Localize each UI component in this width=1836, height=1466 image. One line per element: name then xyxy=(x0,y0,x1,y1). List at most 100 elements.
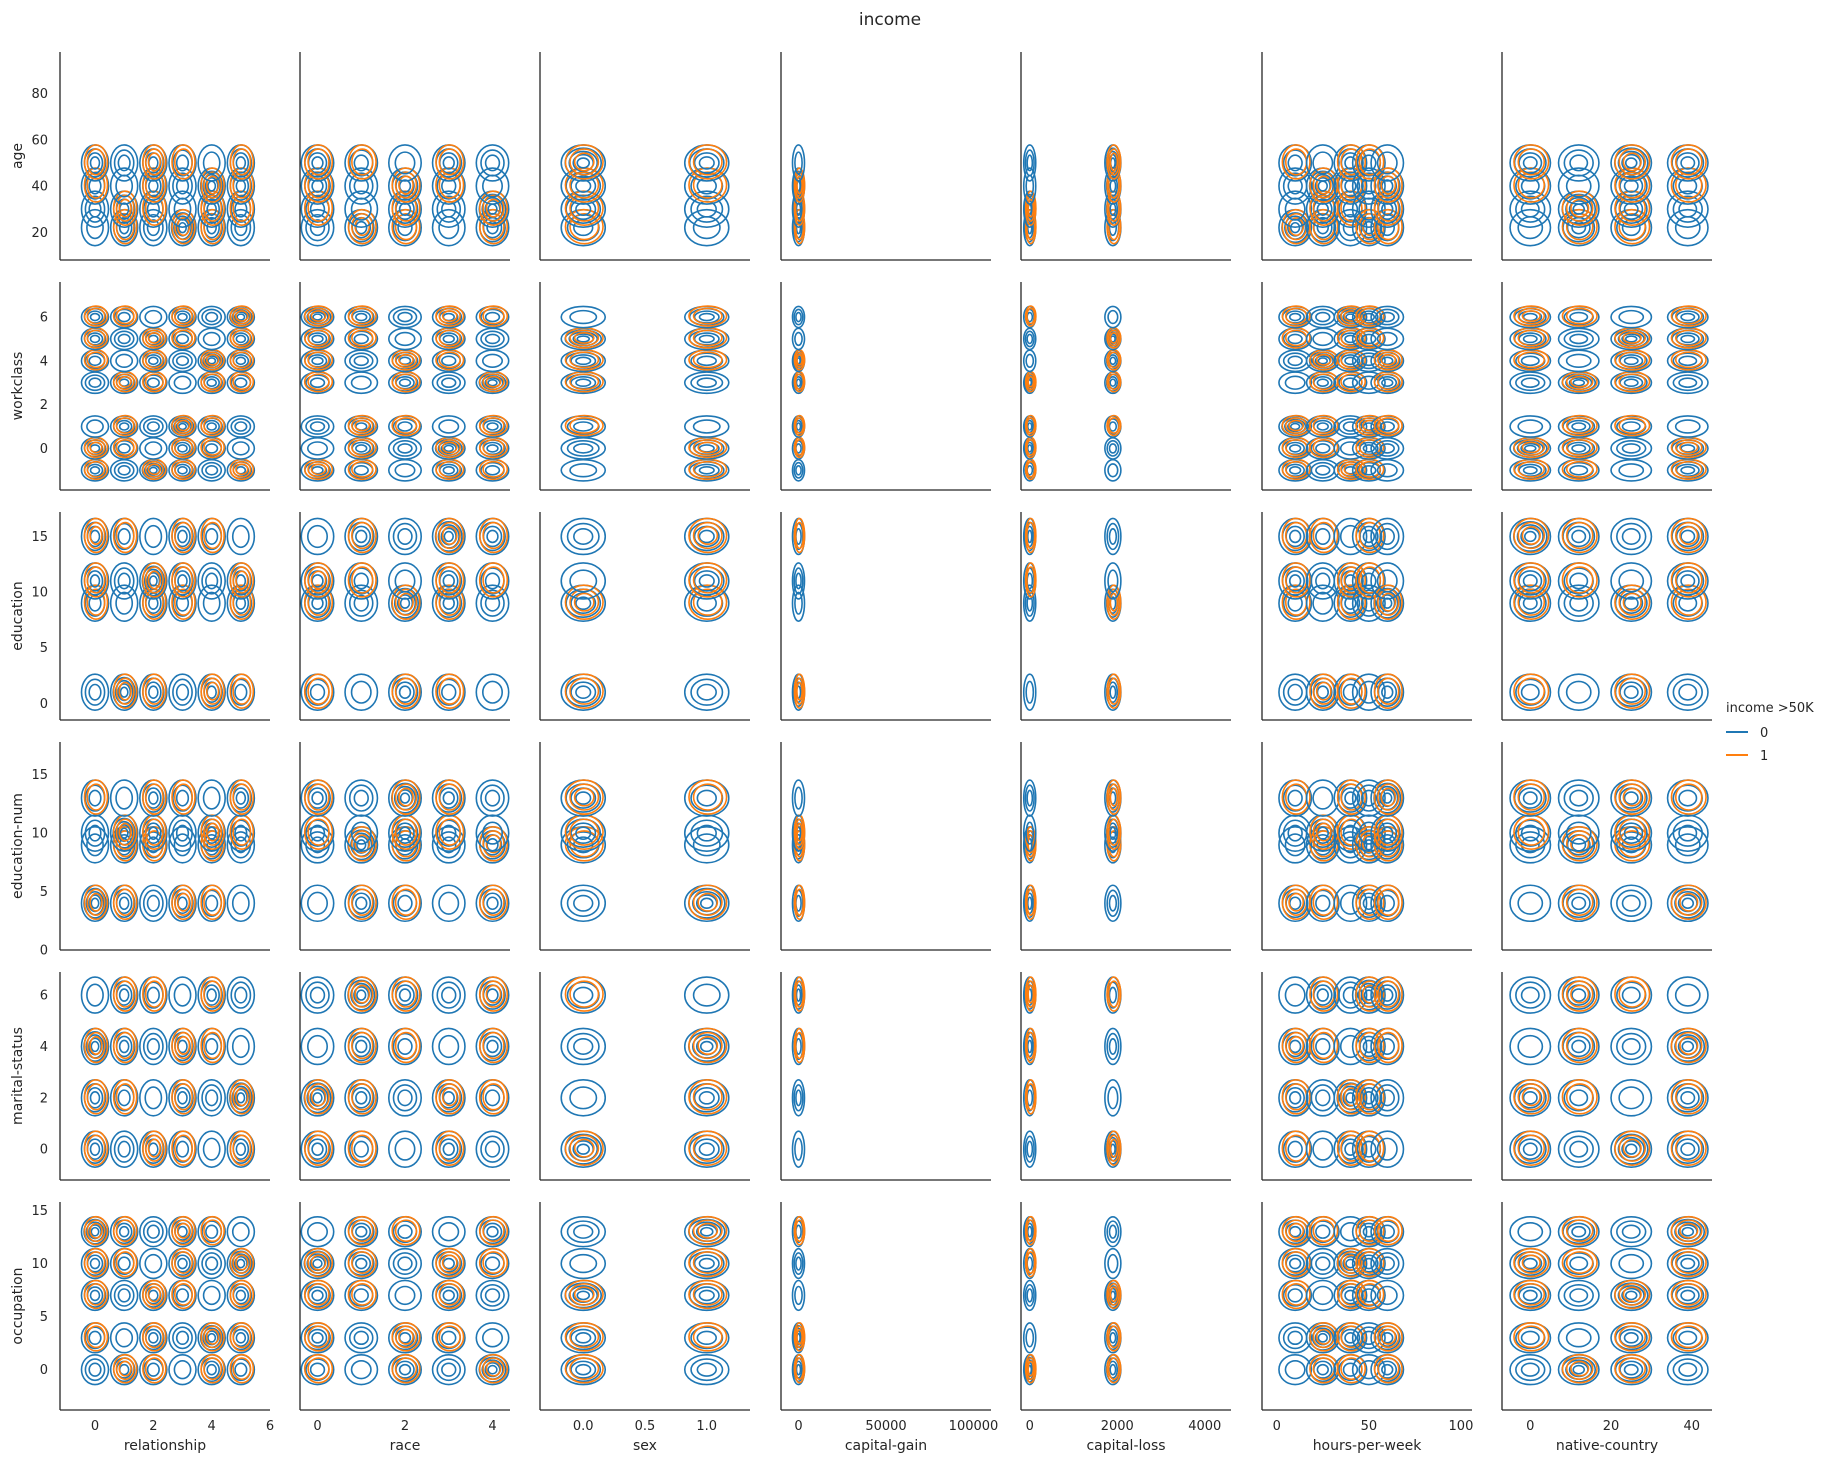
contour-1 xyxy=(174,588,194,616)
contour-0 xyxy=(1522,465,1538,475)
panel-workclass-vs-sex xyxy=(539,282,750,491)
contour-1 xyxy=(171,144,196,180)
contour-1 xyxy=(1565,521,1594,550)
contour-0 xyxy=(1376,1137,1398,1161)
contour-1 xyxy=(1377,1219,1400,1243)
contour-0 xyxy=(1370,1279,1405,1312)
contour-0 xyxy=(1571,896,1587,911)
contour-0 xyxy=(475,584,510,623)
contour-0 xyxy=(1618,309,1645,325)
contour-0 xyxy=(793,308,804,326)
contour-0 xyxy=(1351,673,1386,711)
contour-0 xyxy=(90,1226,100,1237)
contour-0 xyxy=(1382,792,1393,804)
contour-1 xyxy=(1561,517,1598,554)
panel-grid: 20406080age0246workclass051015education0… xyxy=(10,52,1712,1454)
contour-0 xyxy=(441,1330,457,1346)
contour-0 xyxy=(1520,355,1540,367)
contour-0 xyxy=(1278,976,1313,1014)
contour-0 xyxy=(1351,1353,1386,1386)
contour-0 xyxy=(236,313,246,321)
y-tick-label: 6 xyxy=(40,311,48,326)
contour-0 xyxy=(795,378,802,388)
contour-1 xyxy=(351,212,374,241)
contour-1 xyxy=(351,830,374,858)
contour-1 xyxy=(478,1027,509,1064)
contour-1 xyxy=(1373,976,1403,1012)
contour-1 xyxy=(1377,417,1400,434)
contour-0 xyxy=(207,357,217,365)
contour-0 xyxy=(1557,779,1600,817)
contour-1 xyxy=(1355,1130,1385,1166)
contour-1 xyxy=(115,677,135,705)
contour-0 xyxy=(569,309,598,325)
contour-0 xyxy=(1312,1285,1334,1306)
contour-0 xyxy=(690,678,724,706)
contour-0 xyxy=(699,897,714,909)
contour-0 xyxy=(353,594,369,612)
contour-0 xyxy=(438,1222,460,1242)
contour-1 xyxy=(310,310,327,322)
contour-1 xyxy=(1618,818,1647,846)
contour-1 xyxy=(115,888,135,916)
contour-1 xyxy=(347,1215,377,1246)
x-tick-label: 4 xyxy=(208,1419,216,1434)
contour-1 xyxy=(112,976,138,1012)
panel-workclass-vs-native-country xyxy=(1501,282,1712,491)
contour-0 xyxy=(1362,444,1376,453)
contour-1 xyxy=(482,438,505,456)
contour-1 xyxy=(394,417,418,434)
contour-0 xyxy=(1362,1257,1376,1270)
contour-1 xyxy=(485,834,502,854)
contour-1 xyxy=(1309,884,1339,921)
contour-1 xyxy=(174,1251,194,1274)
contour-1 xyxy=(1670,305,1707,327)
contour-0 xyxy=(344,1353,379,1386)
contour-1 xyxy=(1380,592,1397,612)
contour-0 xyxy=(1666,673,1709,711)
contour-1 xyxy=(1618,588,1647,616)
contour-0 xyxy=(394,1137,416,1161)
panel-education-vs-race xyxy=(299,512,510,721)
contour-1 xyxy=(569,329,600,347)
contour-0 xyxy=(139,1216,168,1248)
contour-1 xyxy=(692,307,723,325)
contour-0 xyxy=(197,562,226,600)
contour-0 xyxy=(1108,1224,1118,1239)
contour-1 xyxy=(115,521,135,550)
contour-1 xyxy=(796,681,803,701)
contour-0 xyxy=(1315,464,1331,476)
contour-0 xyxy=(230,418,252,435)
contour-0 xyxy=(1315,311,1331,323)
contour-0 xyxy=(696,824,717,842)
contour-0 xyxy=(1310,1252,1336,1275)
contour-0 xyxy=(486,1225,499,1238)
contour-1 xyxy=(478,414,509,437)
contour-1 xyxy=(482,888,505,916)
contour-1 xyxy=(482,566,505,594)
contour-0 xyxy=(573,421,594,432)
contour-1 xyxy=(86,438,106,456)
contour-1 xyxy=(1517,1251,1546,1274)
contour-0 xyxy=(1623,791,1639,805)
contour-0 xyxy=(1509,208,1552,247)
contour-0 xyxy=(234,986,248,1004)
x-tick-label: 2 xyxy=(149,1419,157,1434)
contour-1 xyxy=(112,1079,138,1115)
contour-1 xyxy=(1309,208,1339,245)
contour-0 xyxy=(1288,529,1302,544)
contour-0 xyxy=(197,305,226,329)
contour-0 xyxy=(442,156,455,170)
contour-0 xyxy=(1557,814,1600,852)
panel-education-vs-capital-loss xyxy=(1020,512,1231,721)
y-tick-label: 80 xyxy=(31,87,48,102)
contour-0 xyxy=(117,1140,131,1158)
contour-0 xyxy=(306,891,328,915)
contour-0 xyxy=(698,1091,715,1105)
contour-1 xyxy=(1336,1079,1367,1115)
contour-1 xyxy=(1315,353,1332,366)
contour-1 xyxy=(478,1079,509,1115)
contour-1 xyxy=(1024,562,1037,598)
